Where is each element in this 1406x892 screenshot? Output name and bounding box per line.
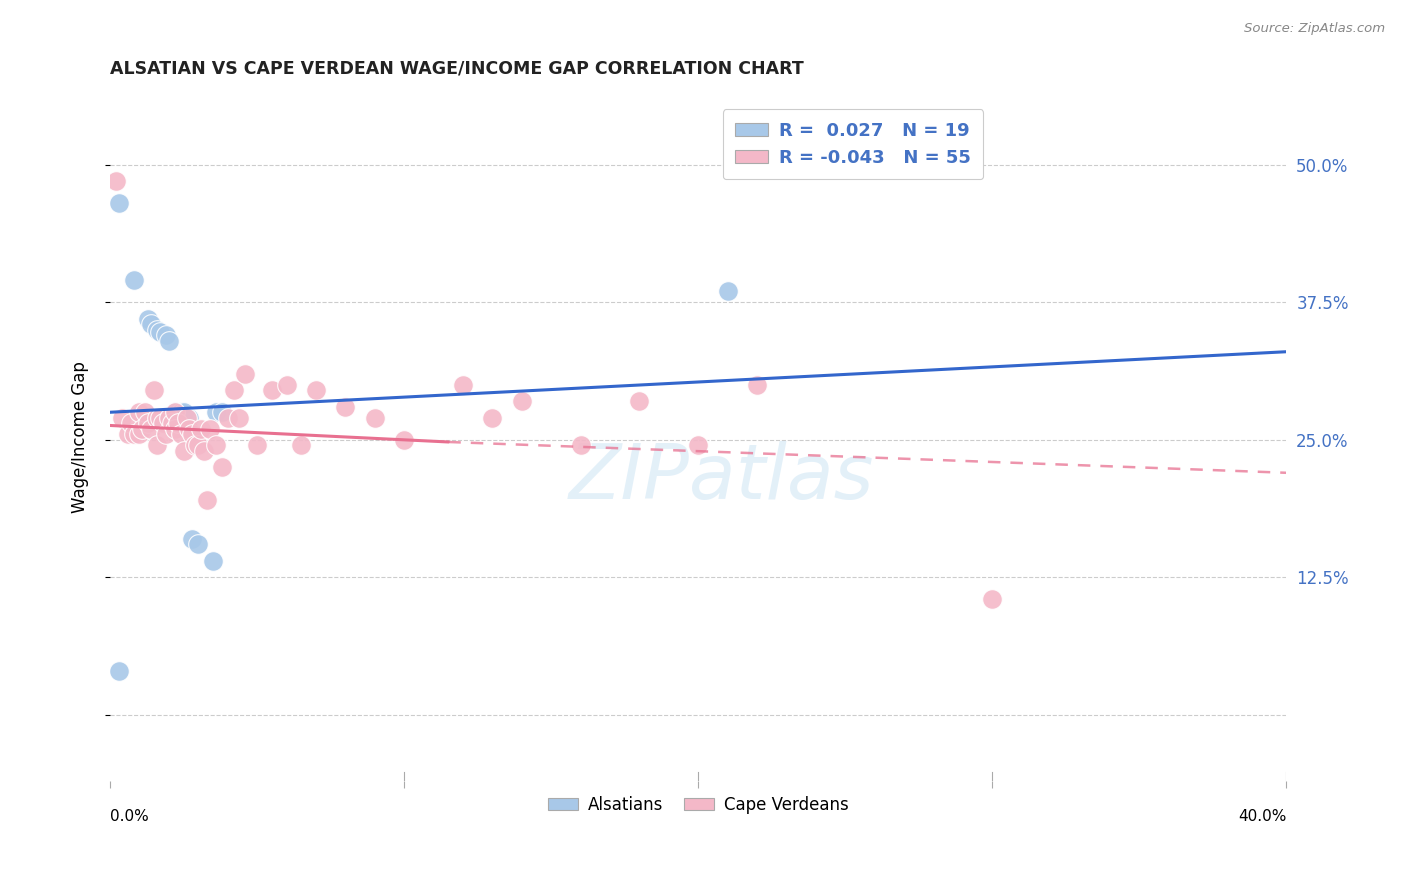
Point (745, 377, 768, 392)
Point (481, 410, 503, 425)
Point (111, 410, 134, 425)
Legend: Alsatians, Cape Verdeans: Alsatians, Cape Verdeans (541, 789, 855, 821)
Point (117, 427, 139, 442)
Text: 40.0%: 40.0% (1239, 808, 1286, 823)
Point (195, 493, 218, 508)
Point (108, 196, 131, 211)
Text: ZIPatlas: ZIPatlas (569, 442, 875, 516)
Point (198, 422, 221, 436)
Point (305, 383, 328, 397)
Point (335, 400, 357, 414)
Point (173, 443, 195, 458)
Point (169, 427, 191, 442)
Point (184, 438, 207, 452)
Point (166, 417, 188, 431)
Point (160, 417, 183, 431)
Point (120, 417, 142, 431)
Point (149, 410, 172, 425)
Point (122, 427, 145, 442)
Point (141, 317, 163, 331)
Point (628, 394, 651, 409)
Point (176, 410, 198, 425)
Point (163, 405, 186, 419)
Point (201, 554, 224, 568)
Point (193, 443, 215, 458)
Point (179, 422, 201, 436)
Point (131, 422, 153, 436)
Text: ALSATIAN VS CAPE VERDEAN WAGE/INCOME GAP CORRELATION CHART: ALSATIAN VS CAPE VERDEAN WAGE/INCOME GAP… (110, 60, 804, 78)
Point (149, 325, 172, 339)
Point (688, 438, 710, 452)
Point (222, 383, 245, 397)
Point (569, 438, 592, 452)
Point (364, 410, 387, 425)
Point (205, 405, 228, 419)
Point (146, 323, 169, 337)
Point (246, 438, 269, 452)
Point (136, 311, 159, 326)
Point (211, 460, 233, 475)
Point (290, 438, 312, 452)
Point (187, 438, 209, 452)
Point (187, 537, 209, 551)
Point (181, 427, 204, 442)
Point (190, 422, 212, 436)
Text: 0.0%: 0.0% (110, 808, 149, 823)
Y-axis label: Wage/Income Gap: Wage/Income Gap (72, 361, 89, 513)
Point (146, 438, 169, 452)
Point (205, 438, 228, 452)
Point (235, 367, 257, 381)
Point (181, 532, 204, 546)
Point (163, 422, 186, 436)
Point (146, 410, 169, 425)
Point (134, 405, 156, 419)
Point (392, 433, 415, 447)
Point (122, 273, 145, 287)
Point (104, 174, 127, 188)
Point (143, 383, 166, 397)
Point (128, 405, 150, 419)
Point (136, 417, 159, 431)
Point (276, 377, 298, 392)
Point (155, 427, 177, 442)
Point (155, 328, 177, 343)
Point (157, 334, 180, 348)
Point (108, 664, 131, 678)
Point (260, 383, 283, 397)
Point (173, 405, 195, 419)
Point (451, 377, 474, 392)
Point (510, 394, 533, 409)
Point (169, 405, 191, 419)
Point (157, 410, 180, 425)
Point (152, 417, 174, 431)
Point (717, 284, 740, 298)
Text: Source: ZipAtlas.com: Source: ZipAtlas.com (1244, 22, 1385, 36)
Point (981, 592, 1004, 607)
Point (128, 427, 150, 442)
Point (163, 405, 186, 419)
Point (228, 410, 250, 425)
Point (141, 422, 163, 436)
Point (179, 410, 201, 425)
Point (211, 405, 233, 419)
Point (217, 410, 239, 425)
